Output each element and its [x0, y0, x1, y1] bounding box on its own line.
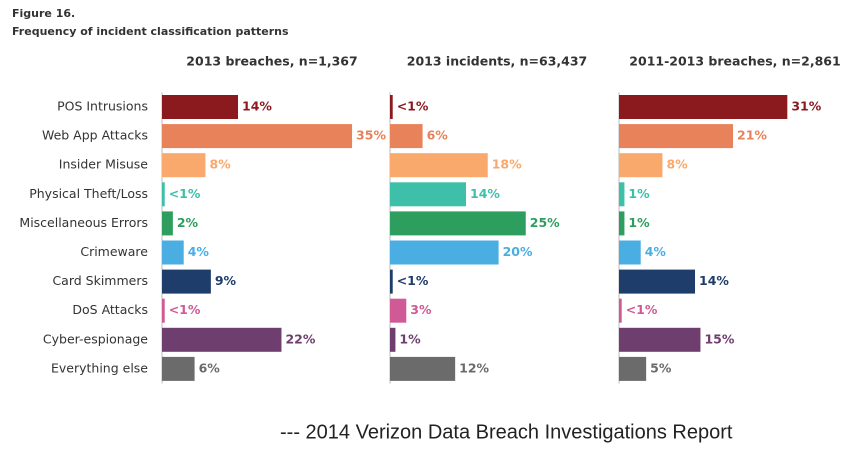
bar: [390, 356, 456, 381]
bar: [619, 269, 696, 294]
value-label: 8%: [666, 157, 688, 172]
category-label: Insider Misuse: [59, 157, 149, 172]
panel-title: 2013 incidents, n=63,437: [407, 54, 587, 69]
bar: [619, 211, 625, 236]
value-label: 5%: [650, 360, 672, 375]
bar: [619, 327, 701, 352]
category-label: Web App Attacks: [42, 128, 148, 143]
value-label: 4%: [188, 244, 210, 259]
value-label: 2%: [177, 215, 199, 230]
value-label: 6%: [427, 128, 449, 143]
bar: [390, 269, 393, 294]
value-label: 35%: [356, 128, 386, 143]
bar: [162, 182, 165, 207]
bar: [390, 95, 393, 119]
bar: [619, 95, 788, 119]
bar: [619, 356, 647, 381]
panel-title: 2011-2013 breaches, n=2,861: [629, 54, 840, 69]
value-label: 18%: [492, 157, 522, 172]
figure-title: Frequency of incident classification pat…: [12, 25, 289, 38]
panel-title: 2013 breaches, n=1,367: [186, 54, 357, 69]
footer: --- 2014 Verizon Data Breach Investigati…: [280, 421, 733, 443]
bar: [162, 124, 353, 149]
value-label: 22%: [285, 331, 315, 346]
value-label: 25%: [530, 215, 560, 230]
bar: [390, 240, 499, 265]
bar: [619, 298, 622, 323]
figure-label: Figure 16.: [12, 7, 75, 20]
value-label: 8%: [209, 157, 231, 172]
value-label: <1%: [626, 302, 658, 317]
bar: [162, 211, 173, 236]
bar: [619, 124, 734, 149]
value-label: 14%: [242, 99, 272, 114]
value-label: 14%: [699, 273, 729, 288]
value-label: 6%: [199, 360, 221, 375]
bar: [390, 327, 396, 352]
category-label: Miscellaneous Errors: [19, 215, 148, 230]
value-label: 9%: [215, 273, 237, 288]
bar: [162, 95, 239, 119]
value-label: 1%: [628, 215, 650, 230]
value-label: 31%: [791, 99, 821, 114]
value-label: <1%: [169, 302, 201, 317]
bar: [390, 211, 526, 236]
bar: [390, 298, 407, 323]
bar: [390, 182, 467, 207]
value-label: 1%: [399, 331, 421, 346]
bar: [162, 356, 195, 381]
value-label: <1%: [397, 273, 429, 288]
bar: [162, 240, 184, 265]
bar: [162, 269, 211, 294]
value-label: <1%: [397, 99, 429, 114]
value-label: 14%: [470, 186, 500, 201]
value-label: 15%: [704, 331, 734, 346]
value-label: 3%: [410, 302, 432, 317]
category-label: Card Skimmers: [52, 273, 148, 288]
value-label: 21%: [737, 128, 767, 143]
bar: [619, 153, 663, 178]
category-label: POS Intrusions: [57, 99, 148, 114]
category-label: Cyber-espionage: [43, 331, 148, 346]
value-label: 20%: [503, 244, 533, 259]
category-label: Physical Theft/Loss: [29, 186, 148, 201]
bar: [619, 182, 625, 207]
bar: [162, 153, 206, 178]
value-label: 4%: [645, 244, 667, 259]
category-label: DoS Attacks: [72, 302, 148, 317]
bar: [390, 153, 488, 178]
bar: [162, 298, 165, 323]
category-label: Crimeware: [80, 244, 148, 259]
value-label: <1%: [169, 186, 201, 201]
category-label: Everything else: [51, 360, 148, 375]
bar: [619, 240, 641, 265]
bar: [390, 124, 423, 149]
value-label: 12%: [459, 360, 489, 375]
value-label: 1%: [628, 186, 650, 201]
bar: [162, 327, 282, 352]
